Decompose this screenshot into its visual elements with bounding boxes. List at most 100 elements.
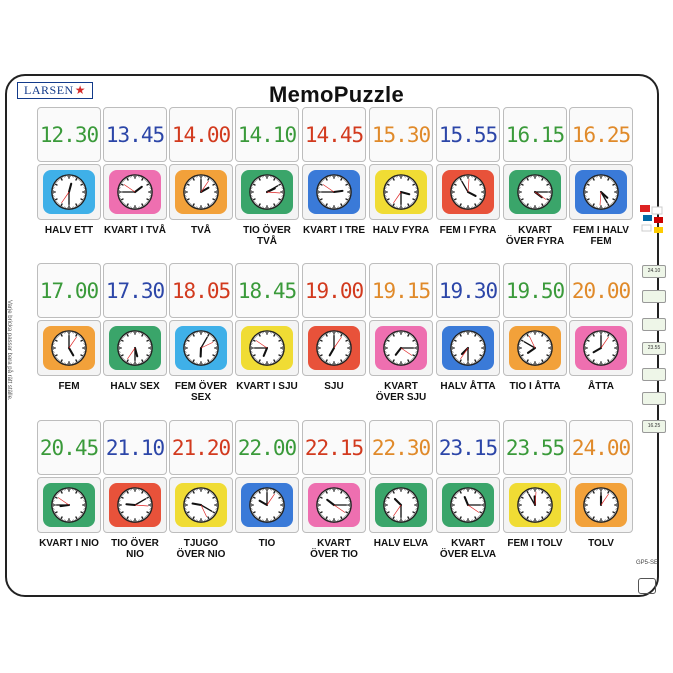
digital-time[interactable]: 17.00 [37,263,101,318]
puzzle-piece[interactable]: 18.05 FEM ÖVER SEX [169,263,233,415]
puzzle-piece[interactable]: 13.45 KVART I TVÅ [103,107,167,259]
digital-time[interactable]: 19.30 [436,263,500,318]
clock-face-icon [450,330,486,366]
analog-clock-card[interactable] [235,477,299,533]
digital-time[interactable]: 21.10 [103,420,167,475]
digital-time[interactable]: 15.55 [436,107,500,162]
analog-clock-card[interactable] [503,477,567,533]
digital-time[interactable]: 19.00 [302,263,366,318]
puzzle-piece[interactable]: 21.10 TIO ÖVER NIO [103,420,167,572]
analog-clock-card[interactable] [169,164,233,220]
analog-clock-card[interactable] [169,320,233,376]
time-label: FEM I TOLV [507,538,563,549]
analog-clock-card[interactable] [436,164,500,220]
puzzle-piece[interactable]: 16.15 KVART ÖVER FYRA [503,107,567,259]
analog-clock-card[interactable] [503,320,567,376]
puzzle-piece[interactable]: 20.00 ÅTTA [569,263,633,415]
analog-clock-card[interactable] [569,164,633,220]
second-hand [61,191,70,204]
analog-clock-card[interactable] [503,164,567,220]
puzzle-piece[interactable]: 12.30 HALV ETT [37,107,101,259]
puzzle-piece[interactable]: 14.10 TIO ÖVER TVÅ [235,107,299,259]
puzzle-piece[interactable]: 14.45 KVART I TRE [302,107,366,259]
time-label: TIO I ÅTTA [509,381,561,392]
digital-time[interactable]: 17.30 [103,263,167,318]
puzzle-piece[interactable]: 17.30 HALV SEX [103,263,167,415]
analog-clock-card[interactable] [235,164,299,220]
analog-clock-card[interactable] [103,477,167,533]
digital-time[interactable]: 23.15 [436,420,500,475]
analog-clock-card[interactable] [37,164,101,220]
analog-clock-card[interactable] [169,477,233,533]
puzzle-piece[interactable]: 23.15 KVART ÖVER ELVA [436,420,500,572]
digital-time[interactable]: 19.50 [503,263,567,318]
puzzle-piece[interactable]: 20.45 KVART I NIO [37,420,101,572]
puzzle-piece[interactable]: 21.20 TJUGO ÖVER NIO [169,420,233,572]
puzzle-piece[interactable]: 15.55 FEM I FYRA [436,107,500,259]
digital-time[interactable]: 14.45 [302,107,366,162]
digital-time[interactable]: 22.30 [369,420,433,475]
time-label: KVART I SJU [236,381,298,392]
puzzle-piece[interactable]: 14.00 TVÅ [169,107,233,259]
clock-background [43,326,95,370]
digital-time[interactable]: 20.00 [569,263,633,318]
analog-clock-card[interactable] [37,477,101,533]
clock-background [175,170,227,214]
analog-clock-card[interactable] [103,320,167,376]
clock-face-icon [117,330,153,366]
digital-time[interactable]: 24.00 [569,420,633,475]
puzzle-piece[interactable]: 18.45 KVART I SJU [235,263,299,415]
digital-time[interactable]: 15.30 [369,107,433,162]
puzzle-piece[interactable]: 17.00 FEM [37,263,101,415]
puzzle-piece[interactable]: 23.55 FEM I TOLV [503,420,567,572]
analog-clock-card[interactable] [369,320,433,376]
hour-hand [466,190,477,197]
sample-piece-thumbnail [642,318,666,331]
analog-clock-card[interactable] [302,477,366,533]
digital-time[interactable]: 22.15 [302,420,366,475]
analog-clock-card[interactable] [569,320,633,376]
analog-clock-card[interactable] [369,477,433,533]
digital-time[interactable]: 13.45 [103,107,167,162]
clock-face-icon [249,174,285,210]
digital-time[interactable]: 18.45 [235,263,299,318]
analog-clock-card[interactable] [436,320,500,376]
analog-clock-card[interactable] [235,320,299,376]
puzzle-piece[interactable]: 22.30 HALV ELVA [369,420,433,572]
analog-clock-card[interactable] [369,164,433,220]
analog-clock-card[interactable] [302,320,366,376]
digital-time[interactable]: 21.20 [169,420,233,475]
digital-time[interactable]: 14.00 [169,107,233,162]
clock-face-icon [316,487,352,523]
digital-time[interactable]: 18.05 [169,263,233,318]
clock-background [109,170,161,214]
puzzle-piece[interactable]: 19.50 TIO I ÅTTA [503,263,567,415]
digital-time[interactable]: 12.30 [37,107,101,162]
puzzle-piece[interactable]: 15.30 HALV FYRA [369,107,433,259]
puzzle-piece[interactable]: 19.00 SJU [302,263,366,415]
digital-time[interactable]: 16.15 [503,107,567,162]
analog-clock-card[interactable] [37,320,101,376]
digital-time[interactable]: 14.10 [235,107,299,162]
puzzle-piece[interactable]: 19.15 KVART ÖVER SJU [369,263,433,415]
analog-clock-card[interactable] [569,477,633,533]
digital-time[interactable]: 16.25 [569,107,633,162]
clock-background [308,326,360,370]
analog-clock-card[interactable] [302,164,366,220]
puzzle-piece[interactable]: 22.15 KVART ÖVER TIO [302,420,366,572]
digital-time[interactable]: 22.00 [235,420,299,475]
clock-face-icon [583,330,619,366]
digital-time[interactable]: 20.45 [37,420,101,475]
analog-clock-card[interactable] [103,164,167,220]
time-label: KVART ÖVER ELVA [439,538,497,560]
analog-clock-card[interactable] [436,477,500,533]
puzzle-piece[interactable]: 22.00 TIO [235,420,299,572]
logo-text: LARSEN [24,83,74,97]
puzzle-piece[interactable]: 16.25 FEM I HALV FEM [569,107,633,259]
digital-time[interactable]: 23.55 [503,420,567,475]
clock-face-icon [383,330,419,366]
puzzle-piece[interactable]: 24.00 TOLV [569,420,633,572]
clock-face-icon [183,330,219,366]
digital-time[interactable]: 19.15 [369,263,433,318]
puzzle-piece[interactable]: 19.30 HALV ÅTTA [436,263,500,415]
